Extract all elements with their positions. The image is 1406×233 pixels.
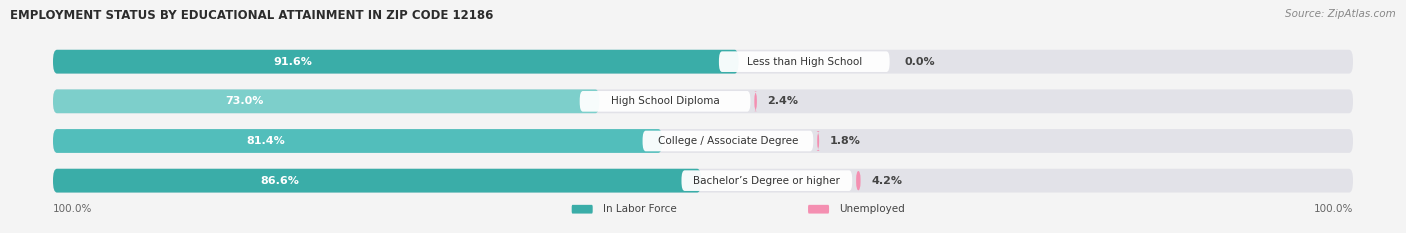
Text: 1.8%: 1.8% — [830, 136, 860, 146]
FancyBboxPatch shape — [53, 89, 599, 113]
Text: 81.4%: 81.4% — [247, 136, 285, 146]
Text: 2.4%: 2.4% — [768, 96, 799, 106]
Text: 4.2%: 4.2% — [872, 176, 903, 186]
FancyBboxPatch shape — [53, 129, 1353, 153]
Text: 73.0%: 73.0% — [225, 96, 263, 106]
Text: In Labor Force: In Labor Force — [603, 204, 676, 214]
FancyBboxPatch shape — [718, 51, 890, 72]
FancyBboxPatch shape — [53, 50, 738, 74]
FancyBboxPatch shape — [817, 131, 820, 151]
FancyBboxPatch shape — [53, 169, 1353, 192]
Text: Less than High School: Less than High School — [747, 57, 862, 67]
FancyBboxPatch shape — [572, 205, 593, 214]
FancyBboxPatch shape — [808, 205, 830, 214]
Text: 91.6%: 91.6% — [274, 57, 312, 67]
Text: 100.0%: 100.0% — [53, 204, 93, 214]
FancyBboxPatch shape — [754, 91, 756, 111]
Text: Bachelor’s Degree or higher: Bachelor’s Degree or higher — [693, 176, 841, 186]
FancyBboxPatch shape — [682, 170, 852, 191]
FancyBboxPatch shape — [579, 91, 751, 112]
FancyBboxPatch shape — [643, 131, 813, 151]
Text: 100.0%: 100.0% — [1313, 204, 1353, 214]
FancyBboxPatch shape — [53, 50, 1353, 74]
Text: EMPLOYMENT STATUS BY EDUCATIONAL ATTAINMENT IN ZIP CODE 12186: EMPLOYMENT STATUS BY EDUCATIONAL ATTAINM… — [10, 9, 494, 22]
Text: Unemployed: Unemployed — [839, 204, 905, 214]
FancyBboxPatch shape — [53, 169, 702, 192]
Text: College / Associate Degree: College / Associate Degree — [658, 136, 799, 146]
FancyBboxPatch shape — [53, 89, 1353, 113]
Text: Source: ZipAtlas.com: Source: ZipAtlas.com — [1285, 9, 1396, 19]
Text: 86.6%: 86.6% — [260, 176, 299, 186]
Text: High School Diploma: High School Diploma — [610, 96, 720, 106]
Text: 0.0%: 0.0% — [904, 57, 935, 67]
FancyBboxPatch shape — [53, 129, 662, 153]
FancyBboxPatch shape — [856, 171, 860, 191]
